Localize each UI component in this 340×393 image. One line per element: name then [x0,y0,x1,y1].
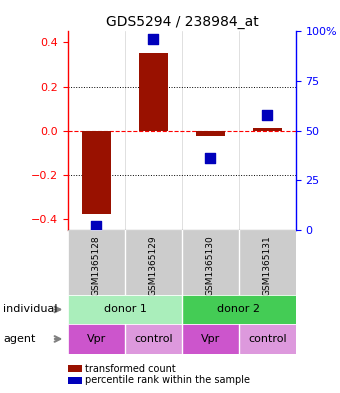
Bar [68,295,182,324]
Text: agent: agent [3,334,36,344]
Point [265,112,270,118]
Text: Vpr: Vpr [201,334,220,344]
Text: donor 2: donor 2 [217,305,260,314]
Text: GSM1365129: GSM1365129 [149,235,158,296]
Bar [125,230,182,295]
Bar [253,129,282,130]
Text: GSM1365130: GSM1365130 [206,235,215,296]
Bar [125,324,182,354]
Bar [82,130,111,215]
Text: percentile rank within the sample: percentile rank within the sample [85,375,250,386]
Text: control: control [248,334,287,344]
Title: GDS5294 / 238984_at: GDS5294 / 238984_at [105,15,258,29]
Text: transformed count: transformed count [85,364,176,374]
Bar [68,230,125,295]
Text: donor 1: donor 1 [103,305,147,314]
Bar [239,230,296,295]
Text: control: control [134,334,173,344]
Bar [182,324,239,354]
Text: GSM1365131: GSM1365131 [263,235,272,296]
Text: individual: individual [3,305,58,314]
Text: GSM1365128: GSM1365128 [92,235,101,296]
Point [208,155,213,162]
Bar [239,324,296,354]
Text: Vpr: Vpr [87,334,106,344]
Bar [68,324,125,354]
Bar [139,53,168,130]
Bar [182,230,239,295]
Bar [182,295,296,324]
Point [94,223,99,229]
Point [151,36,156,42]
Bar [196,130,225,136]
